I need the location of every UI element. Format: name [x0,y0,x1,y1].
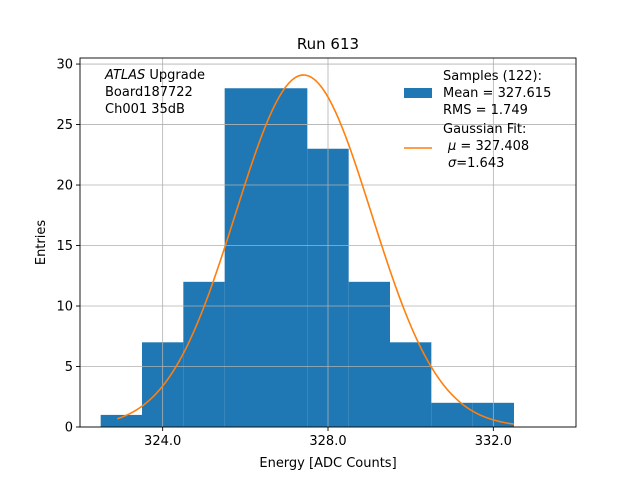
legend-label: Gaussian Fit: [443,122,526,137]
x-tick-label: 324.0 [144,434,181,449]
y-tick-label: 5 [65,360,73,375]
chart-title: Run 613 [297,35,359,53]
x-axis-label: Energy [ADC Counts] [259,456,396,471]
x-tick-label: 332.0 [475,434,512,449]
y-tick-label: 15 [56,239,73,254]
histogram-bar [183,281,225,427]
annotation-line: Board187722 [105,85,193,100]
y-axis-label: Entries [34,220,49,266]
legend-label: σ=1.643 [448,156,504,171]
legend-label: RMS = 1.749 [443,103,528,118]
annotation-line: Ch001 35dB [105,102,185,117]
legend-label: Mean = 327.615 [443,86,551,101]
y-tick-label: 20 [56,179,73,194]
legend-label: Samples (122): [443,69,542,84]
legend-label: μ = 327.408 [447,139,529,154]
gaussian-fit-line [116,74,515,425]
y-tick-label: 0 [65,421,73,436]
histogram-bar [266,88,308,427]
annotation-line: Upgrade [145,68,205,83]
legend-swatch-samples [404,88,432,98]
histogram-bar [100,414,142,427]
atlas-label: ATLAS [104,68,145,83]
y-tick-label: 30 [56,58,73,73]
y-tick-label: 25 [56,118,73,133]
atlas-annotation: ATLAS Upgrade [104,68,205,83]
y-tick-label: 10 [56,300,73,315]
x-tick-label: 328.0 [309,434,346,449]
histogram-bar [348,281,390,427]
